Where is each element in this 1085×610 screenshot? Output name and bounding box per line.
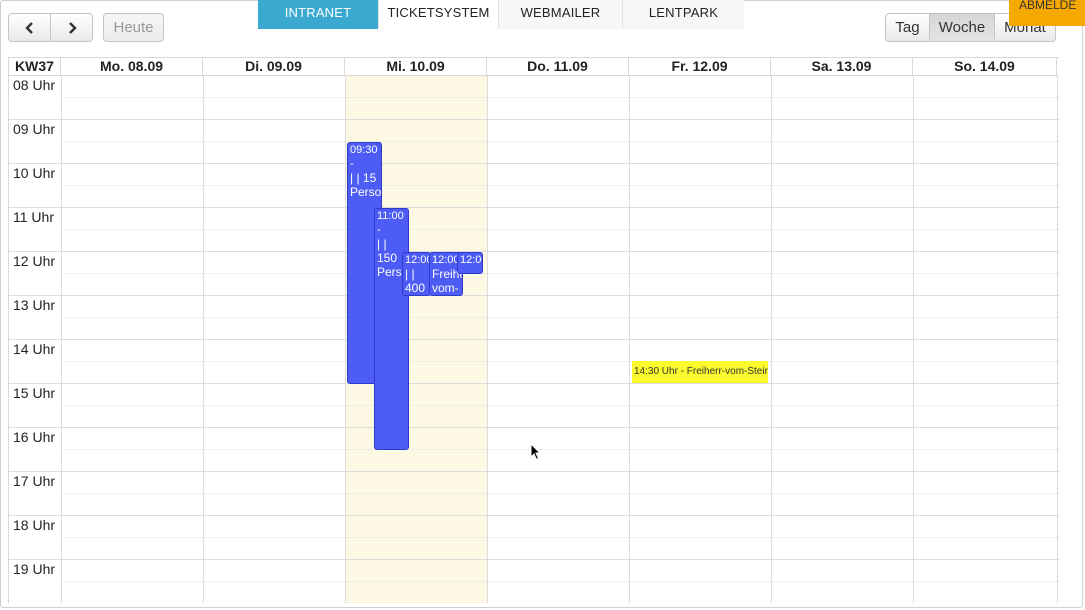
view-week-button[interactable]: Woche [929,13,995,42]
grid-line [9,427,1059,428]
day-header-mon[interactable]: Mo. 08.09 [61,58,203,75]
grid-line [9,339,1059,340]
chevron-right-icon [68,21,77,34]
event-text: Perso [350,185,382,199]
hour-label: 19 Uhr [13,561,56,577]
grid-line [9,119,1059,120]
calendar-event[interactable]: 11:00 - | | 150 Pers [374,208,409,450]
hour-label: 10 Uhr [13,165,56,181]
grid-line [9,471,1059,472]
day-header-thu[interactable]: Do. 11.09 [487,58,629,75]
grid-half-line [61,229,1059,230]
hour-label: 08 Uhr [13,77,56,93]
column-divider [345,58,346,603]
tab-ticketsystem[interactable]: TICKETSYSTEM [378,0,498,29]
day-header-sun[interactable]: So. 14.09 [913,58,1057,75]
chevron-left-icon [24,21,33,34]
grid-line [9,163,1059,164]
grid-half-line [61,493,1059,494]
hour-label: 09 Uhr [13,121,56,137]
view-day-button[interactable]: Tag [885,13,930,42]
hour-label: 14 Uhr [13,341,56,357]
event-time: 11:00 - [377,210,404,236]
grid-line [9,251,1059,252]
column-divider [629,58,630,603]
calendar-event[interactable]: 14:30 Uhr - Freiherr-vom-Stein [632,361,768,383]
grid-half-line [61,317,1059,318]
prev-week-button[interactable] [8,13,51,42]
column-divider [61,58,62,603]
hour-label: 17 Uhr [13,473,56,489]
hour-label: 13 Uhr [13,297,56,313]
column-divider [1057,58,1058,603]
event-time: 09:30 - [350,144,378,170]
column-divider [913,58,914,603]
grid-half-line [61,537,1059,538]
tab-intranet[interactable]: INTRANET [258,0,378,29]
grid-line [9,559,1059,560]
calendar-event[interactable]: 12:00 | | 400 [402,252,431,296]
column-divider [203,58,204,603]
hour-label: 12 Uhr [13,253,56,269]
tab-lentpark[interactable]: LENTPARK [622,0,744,29]
grid-line [9,383,1059,384]
grid-half-line [61,361,1059,362]
grid-half-line [61,273,1059,274]
today-button[interactable]: Heute [103,13,164,42]
grid-line [9,515,1059,516]
event-text: 14:30 Uhr - Freiherr-vom-Stein [634,366,768,377]
day-header-sat[interactable]: Sa. 13.09 [771,58,913,75]
grid-half-line [61,449,1059,450]
event-text: Freihe [432,267,463,281]
event-text: 150 [377,251,398,265]
day-header-wed[interactable]: Mi. 10.09 [345,58,487,75]
event-time: 12:00 [432,254,460,266]
logout-overlay: ABMELDE [1009,0,1085,26]
day-header-fri[interactable]: Fr. 12.09 [629,58,771,75]
hour-label: 16 Uhr [13,429,56,445]
day-header-tue[interactable]: Di. 09.09 [203,58,345,75]
event-time: 12:00 [405,254,431,266]
next-week-button[interactable] [50,13,93,42]
hour-label: 18 Uhr [13,517,56,533]
column-divider [487,58,488,603]
calendar-header: KW37 Mo. 08.09 Di. 09.09 Mi. 10.09 Do. 1… [9,58,1059,76]
grid-half-line [61,581,1059,582]
grid-half-line [61,97,1059,98]
event-text: | | 15 [350,171,377,185]
grid-half-line [61,185,1059,186]
logout-label: ABMELDE [1019,0,1077,12]
top-navigation: INTRANET TICKETSYSTEM WEBMAILER LENTPARK [258,0,744,29]
mouse-cursor-icon [530,443,542,461]
grid-line [9,295,1059,296]
event-text: Pers [377,265,402,279]
event-text: vom-S [432,281,459,295]
week-calendar: KW37 Mo. 08.09 Di. 09.09 Mi. 10.09 Do. 1… [8,57,1059,603]
tab-webmailer[interactable]: WEBMAILER [498,0,622,29]
event-text: 400 [405,281,426,295]
week-number: KW37 [9,58,61,75]
hour-label: 11 Uhr [13,209,54,225]
grid-half-line [61,141,1059,142]
grid-half-line [61,405,1059,406]
event-text: | | [377,237,387,251]
navigation-button-group [8,13,93,42]
calendar-event[interactable]: 12:00 [457,252,483,274]
event-text: | | [405,267,415,281]
column-divider [771,58,772,603]
event-time: 12:00 [460,254,482,266]
hour-label: 15 Uhr [13,385,56,401]
grid-line [9,207,1059,208]
